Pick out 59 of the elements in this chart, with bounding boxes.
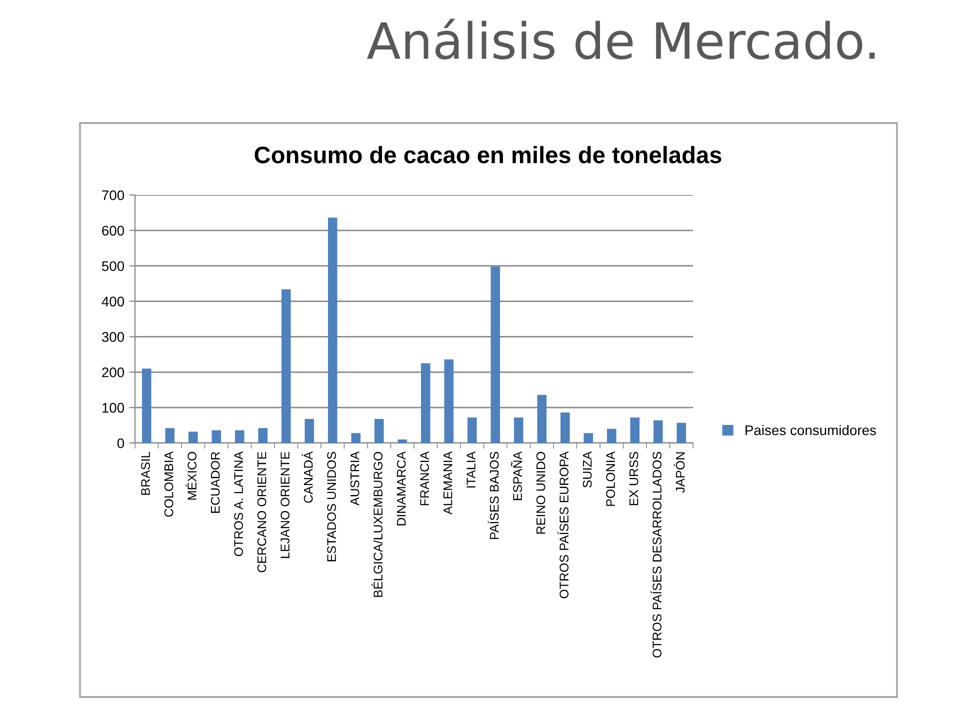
x-tick-label: SUIZA	[582, 451, 592, 488]
x-tick-label: ALEMANIA	[444, 451, 452, 515]
bar	[514, 417, 524, 443]
x-tick-label: ECUADOR	[210, 452, 220, 513]
bar	[467, 417, 477, 443]
bar	[212, 430, 222, 443]
y-tick-label: 500	[102, 261, 124, 272]
bar	[328, 218, 338, 443]
bar	[188, 432, 198, 443]
x-tick-label: JAPÓN	[674, 452, 685, 493]
x-tick-label: OTROS PAÍSES DESARROLLADOS	[650, 452, 662, 658]
x-tick-label: COLOMBIA	[164, 451, 174, 517]
bar	[537, 394, 547, 443]
bar	[374, 418, 384, 443]
y-tick-label: 700	[102, 190, 124, 200]
bar	[584, 433, 594, 443]
bar	[606, 428, 616, 443]
bar	[676, 422, 686, 443]
bar	[560, 412, 570, 443]
bar	[630, 417, 640, 443]
x-tick-label: ESTADOS UNIDOS	[327, 452, 336, 562]
bar	[258, 428, 268, 443]
bar	[234, 430, 244, 443]
bar	[490, 266, 500, 443]
y-tick-label: 100	[102, 402, 124, 413]
x-tick-label: LEJANO ORIENTE	[280, 452, 290, 558]
x-tick-label: CERCANO ORIENTE	[257, 452, 266, 572]
x-tick-label: AUSTRIA	[350, 451, 360, 506]
bar	[351, 433, 361, 443]
chart-title: Análisis de Mercado.	[366, 18, 875, 60]
x-tick-label: EX URSS	[629, 452, 638, 506]
y-tick-label: 300	[102, 332, 124, 342]
bar	[444, 359, 454, 443]
bar	[398, 439, 408, 443]
y-tick-label: 0	[117, 438, 124, 448]
x-tick-label: BÉLGICA/LUXEMBURGO	[372, 452, 382, 597]
x-tick-label: BRASIL	[141, 452, 150, 495]
x-tick-label: FRANCIA	[420, 451, 429, 506]
y-tick-label: 200	[102, 367, 124, 378]
x-tick-label: PAÍSES BAJOS	[488, 452, 499, 540]
x-tick-label: ITALIA	[466, 451, 476, 488]
y-tick-label: 400	[102, 296, 124, 306]
bar	[653, 420, 663, 443]
bar	[304, 418, 314, 443]
y-tick-label: 600	[102, 226, 124, 236]
x-tick-label: MÉXICO	[186, 452, 196, 500]
bar	[165, 428, 175, 443]
x-tick-label: REINO UNIDO	[536, 452, 546, 534]
x-tick-label: OTROS A. LATINA	[234, 451, 243, 556]
x-tick-label: ESPAÑA	[510, 451, 522, 500]
x-tick-label: DINAMARCA	[396, 451, 406, 526]
x-tick-label: CANADÁ	[302, 451, 313, 503]
chart-subtitle: Consumo de cacao en miles de toneladas	[254, 146, 722, 164]
bar	[142, 368, 152, 443]
legend-label: Paises consumidores	[746, 424, 876, 436]
x-tick-label: OTROS PAÍSES EUROPA	[558, 451, 568, 598]
bar	[420, 363, 430, 443]
bar	[281, 289, 291, 443]
x-tick-label: POLONIA	[606, 451, 615, 506]
